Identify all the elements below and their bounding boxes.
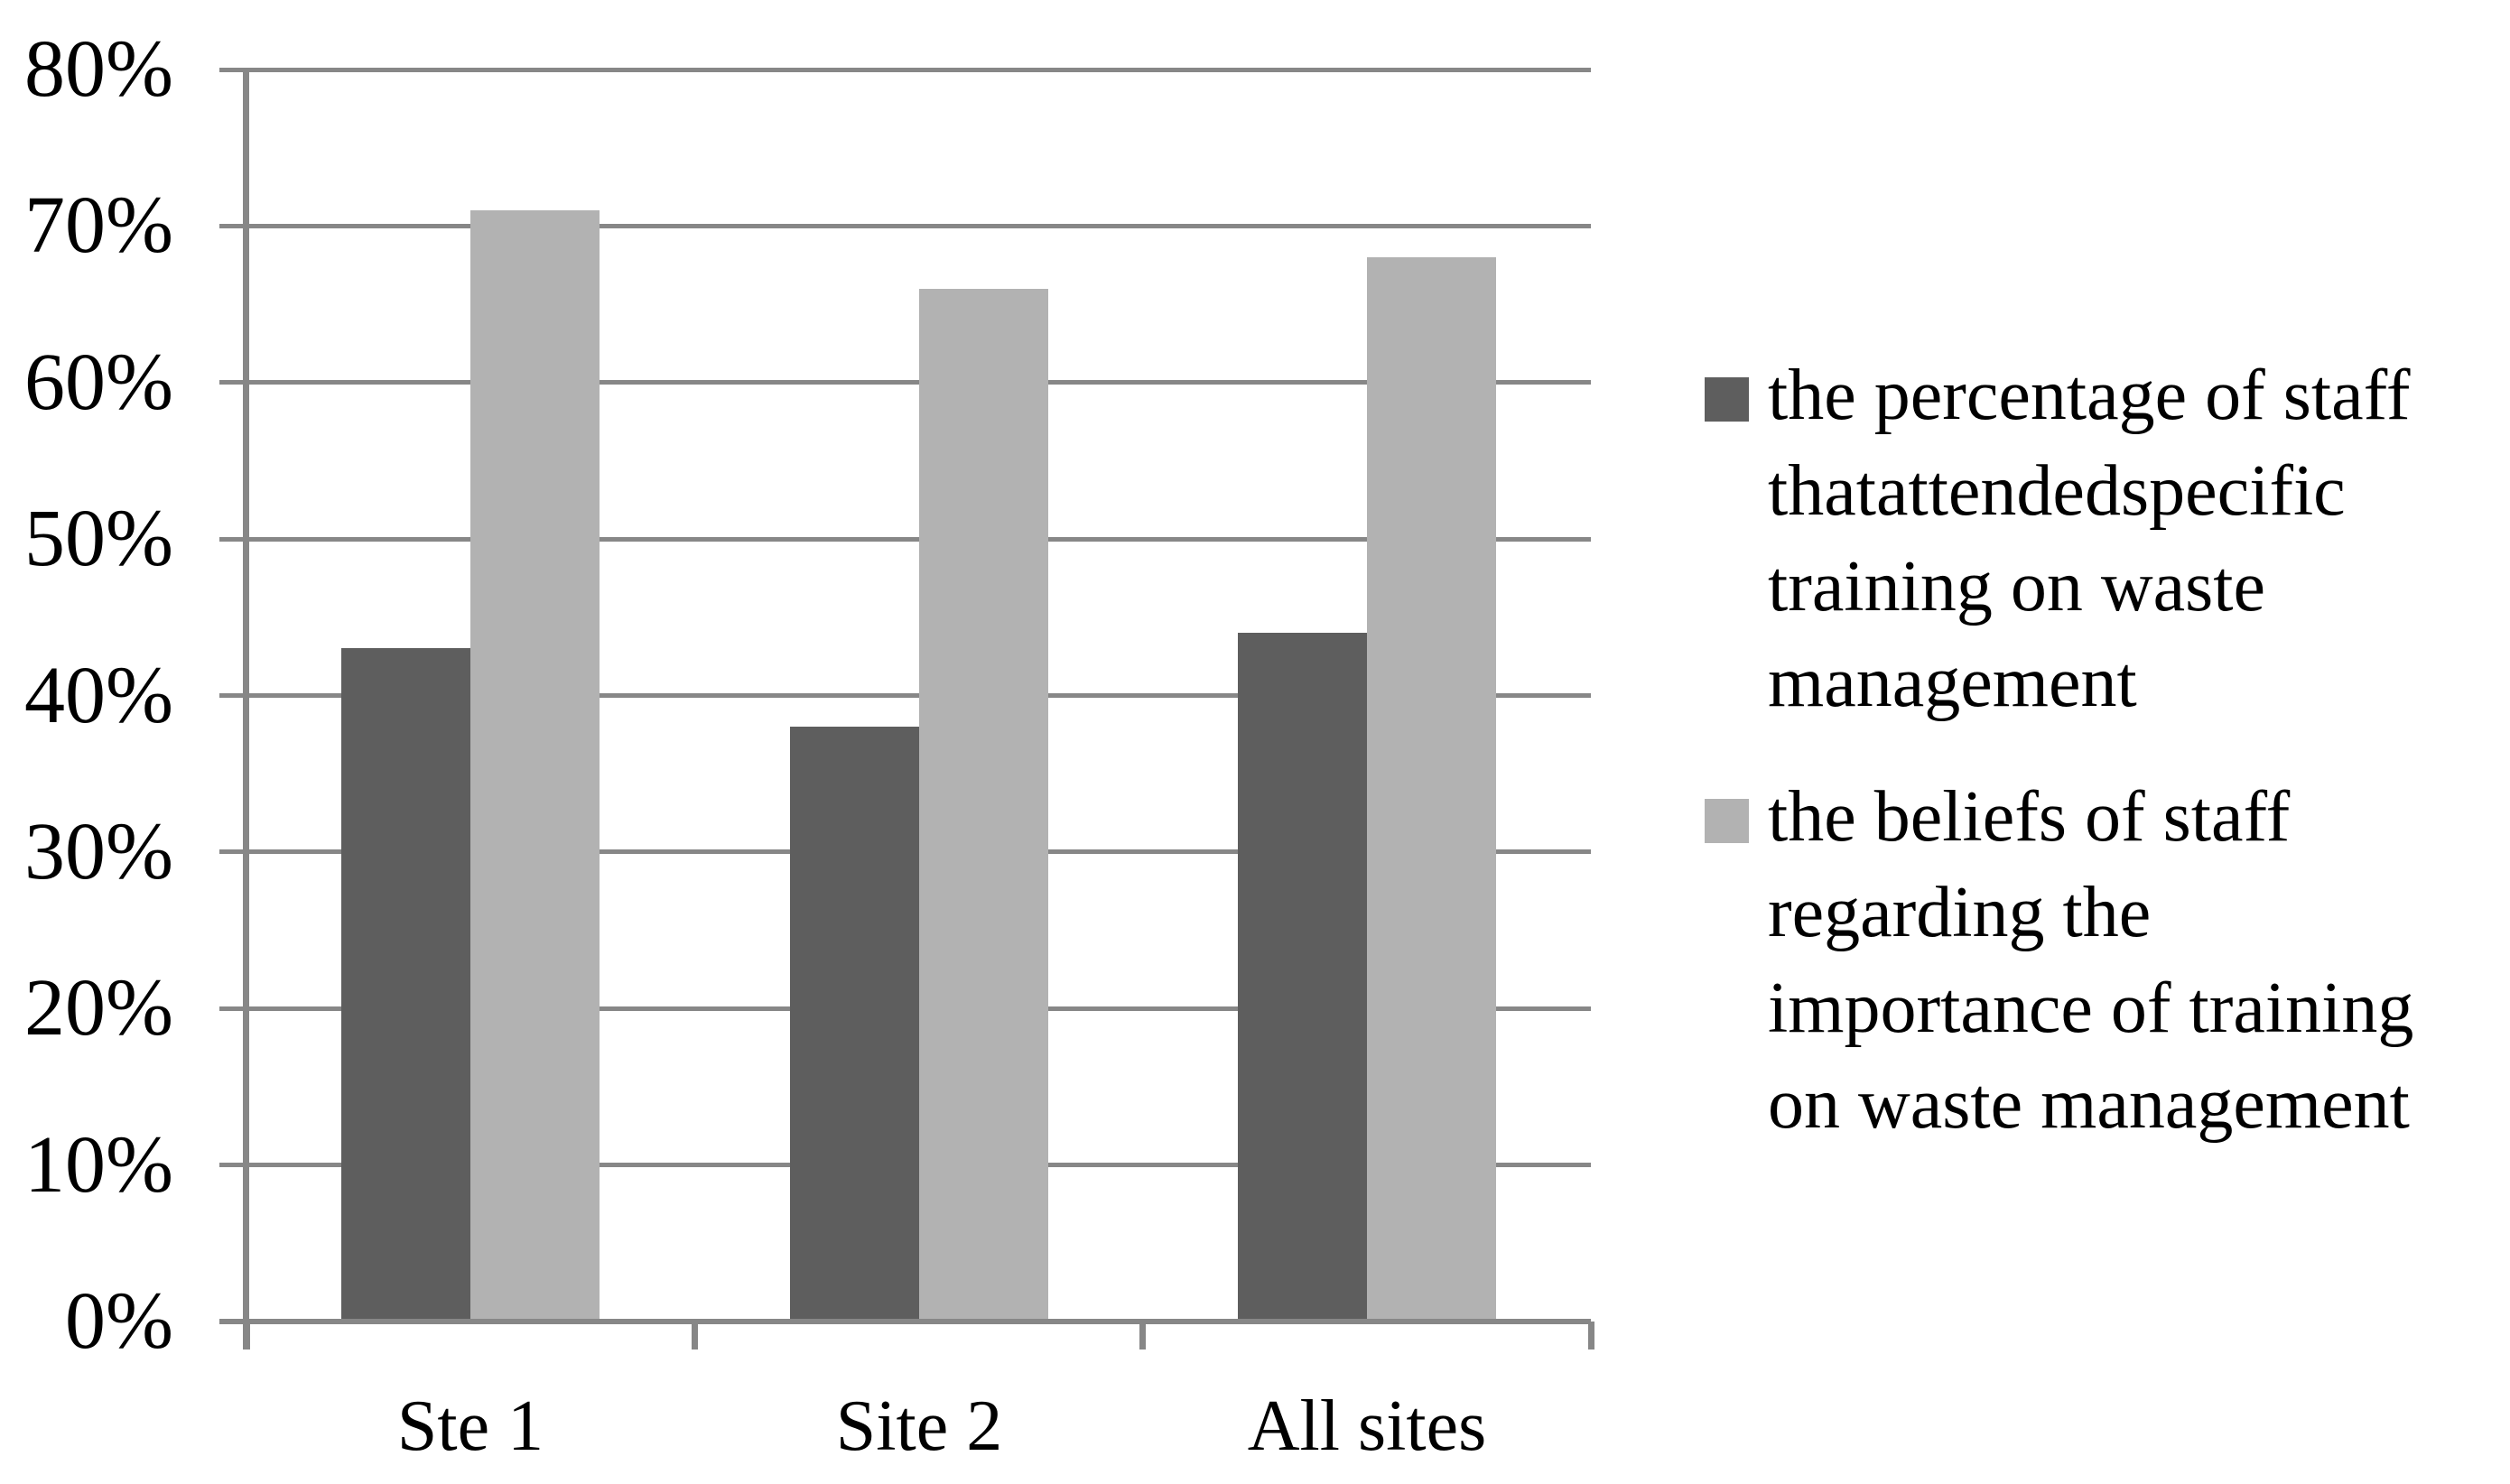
- y-axis-tick-label: 20%: [24, 963, 173, 1053]
- y-axis-tick-label: 80%: [24, 24, 173, 114]
- y-axis-tick-label: 50%: [24, 494, 173, 583]
- legend-label-line: thatattendedspecific: [1768, 451, 2346, 531]
- bar-series-1-2: [790, 727, 919, 1322]
- x-axis-tick: [244, 1322, 250, 1350]
- legend-label-line: importance of training: [1768, 969, 2414, 1048]
- x-axis-baseline: [219, 1319, 1591, 1324]
- bar-series-2-1: [470, 210, 600, 1322]
- gridline-70%: [219, 224, 1591, 228]
- x-axis-tick: [692, 1322, 698, 1350]
- gridline-80%: [219, 68, 1591, 72]
- y-axis-tick-label: 40%: [24, 651, 173, 740]
- legend-label-line: the percentage of staff: [1768, 356, 2411, 435]
- legend-label-line: the beliefs of staff: [1768, 777, 2291, 857]
- legend: the percentage of staff thatattendedspeci…: [1705, 348, 2499, 1152]
- gridline-60%: [219, 380, 1591, 385]
- legend-item-1: the percentage of staff thatattendedspeci…: [1705, 348, 2499, 730]
- legend-label: the beliefs of staff regarding the importa…: [1768, 769, 2413, 1152]
- legend-swatch-icon: [1705, 377, 1749, 422]
- y-axis-tick-label: 0%: [65, 1276, 173, 1366]
- bar-series-1-3: [1238, 633, 1367, 1322]
- x-axis-category-label: Ste 1: [396, 1387, 544, 1466]
- y-axis-line: [243, 70, 249, 1350]
- x-axis-tick: [1139, 1322, 1146, 1350]
- legend-swatch-icon: [1705, 799, 1749, 843]
- y-axis-tick-label: 70%: [24, 181, 173, 270]
- legend-label: the percentage of staff thatattendedspeci…: [1768, 348, 2410, 730]
- legend-label-line: regarding the: [1768, 873, 2152, 952]
- legend-label-line: training on waste: [1768, 547, 2265, 626]
- gridline-40%: [219, 693, 1591, 698]
- bar-series-1-1: [341, 648, 470, 1322]
- x-axis-tick: [1588, 1322, 1594, 1350]
- legend-item-2: the beliefs of staff regarding the importa…: [1705, 769, 2499, 1152]
- bar-series-2-3: [1367, 257, 1496, 1322]
- gridline-50%: [219, 537, 1591, 542]
- y-axis-tick-label: 60%: [24, 338, 173, 427]
- y-axis-tick-label: 10%: [24, 1120, 173, 1210]
- x-axis-category-label: Site 2: [835, 1387, 1003, 1466]
- bar-series-2-2: [919, 289, 1048, 1322]
- legend-label-line: management: [1768, 643, 2137, 722]
- legend-label-line: on waste management: [1768, 1064, 2410, 1144]
- y-axis-tick-label: 30%: [24, 807, 173, 896]
- x-axis-category-label: All sites: [1247, 1387, 1487, 1466]
